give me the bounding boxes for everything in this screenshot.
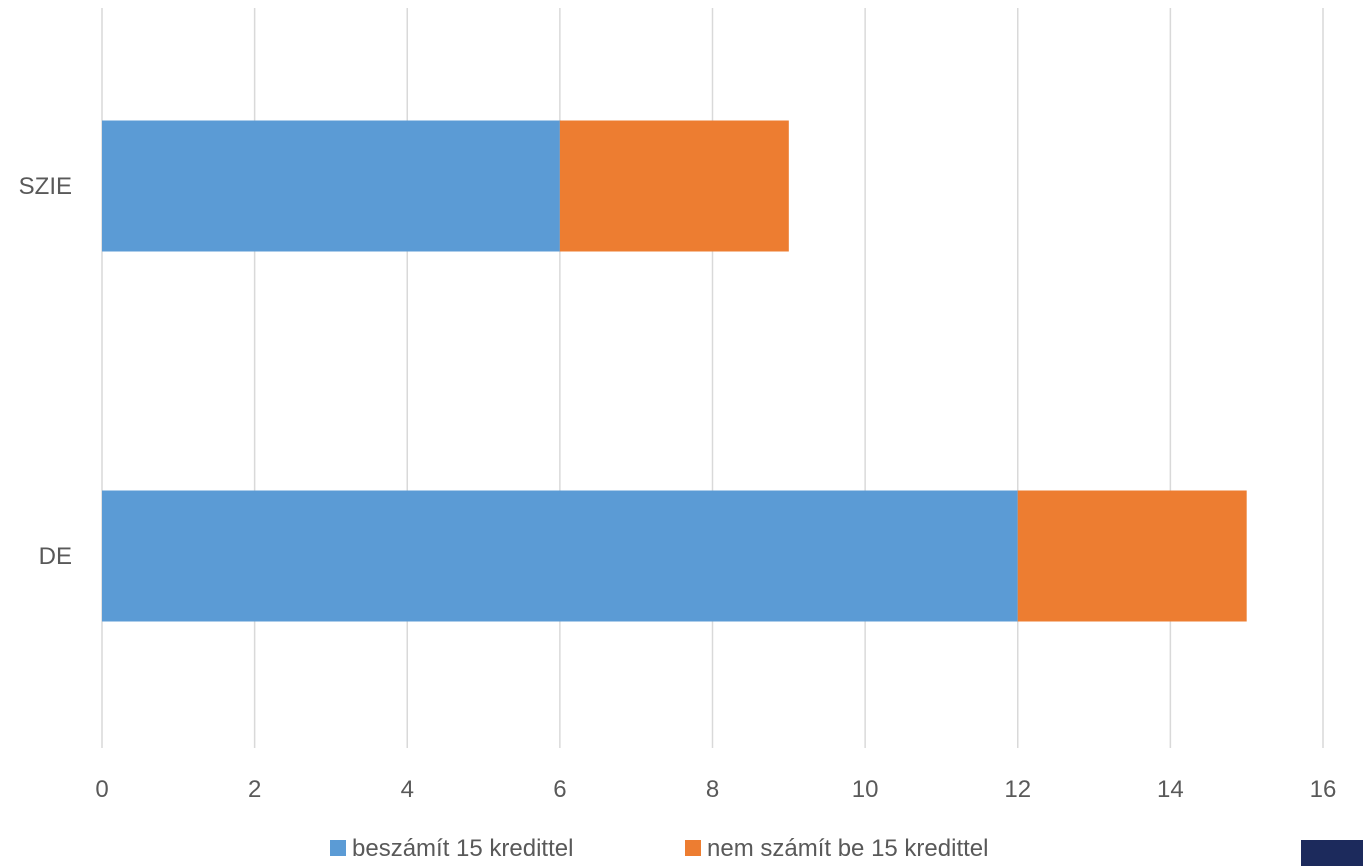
bar-de-series-0 (102, 491, 1018, 622)
bars: SZIE DE (19, 121, 1247, 622)
legend: beszámít 15 kredittel nem számít be 15 kr… (330, 835, 988, 862)
bar-szie-series-0 (102, 121, 560, 252)
bar-szie-series-1 (560, 121, 789, 252)
gridlines (102, 8, 1323, 748)
legend-swatch-0 (330, 840, 346, 856)
legend-label-1: nem számít be 15 kredittel (707, 835, 988, 862)
x-tick-label-6: 12 (1004, 776, 1031, 803)
bar-de-series-1 (1018, 491, 1247, 622)
x-tick-label-3: 6 (553, 776, 566, 803)
x-tick-label-0: 0 (95, 776, 108, 803)
x-axis-tick-labels: 0 2 4 6 8 10 12 14 16 (95, 776, 1336, 803)
legend-label-0: beszámít 15 kredittel (352, 835, 573, 862)
category-label-de: DE (39, 543, 72, 570)
legend-swatch-1 (685, 840, 701, 856)
corner-navigation-block (1301, 840, 1363, 866)
x-tick-label-7: 14 (1157, 776, 1184, 803)
x-tick-label-5: 10 (852, 776, 879, 803)
x-tick-label-2: 4 (401, 776, 414, 803)
x-tick-label-4: 8 (706, 776, 719, 803)
x-tick-label-1: 2 (248, 776, 261, 803)
category-label-szie: SZIE (19, 173, 72, 200)
x-tick-label-8: 16 (1310, 776, 1337, 803)
